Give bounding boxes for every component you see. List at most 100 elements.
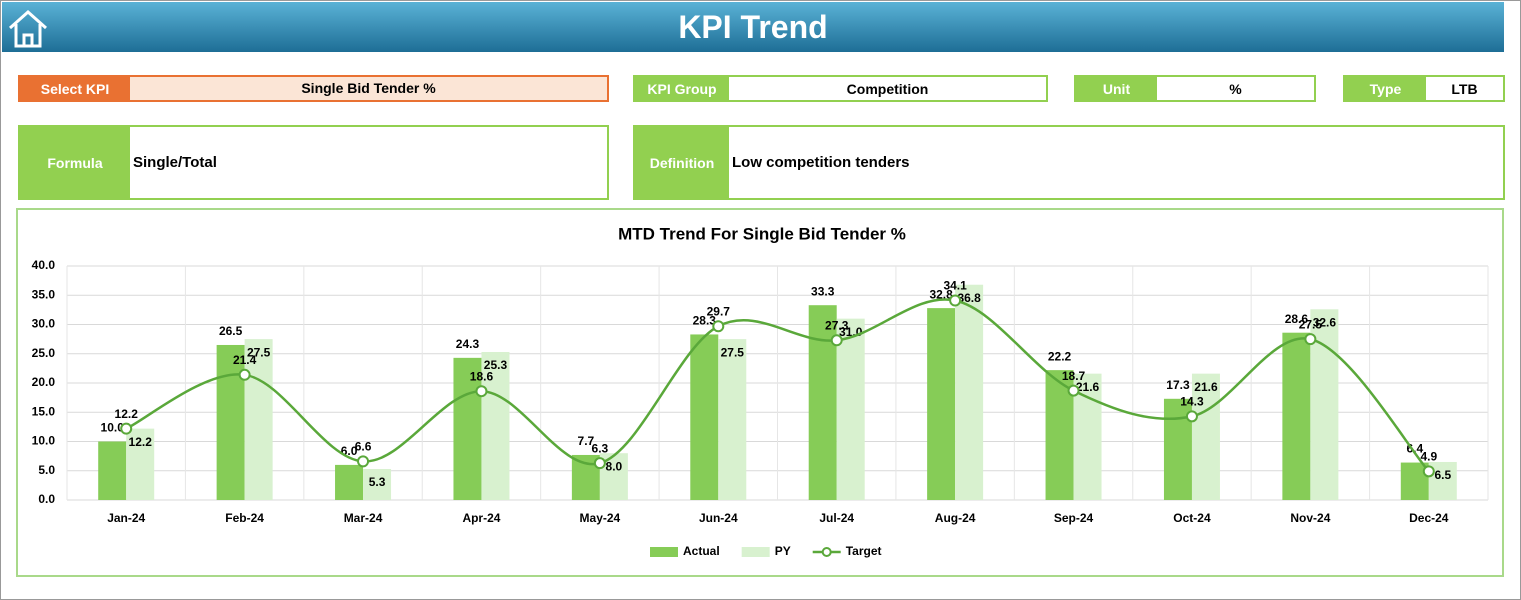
data-label: 24.3 (456, 337, 480, 351)
legend-label: Target (846, 544, 882, 558)
detail-box: Definition Low competition tenders (633, 125, 1505, 200)
x-tick-label: Nov-24 (1290, 511, 1330, 525)
x-tick-label: Jul-24 (819, 511, 854, 525)
data-label: 28.6 (1285, 312, 1309, 326)
y-tick-label: 5.0 (38, 463, 55, 477)
data-label: 21.6 (1076, 380, 1100, 394)
data-label: 32.8 (929, 287, 953, 301)
target-marker (238, 368, 251, 381)
field-box: Unit % (1074, 75, 1316, 102)
data-label: 18.7 (1062, 369, 1086, 383)
y-tick-label: 30.0 (32, 317, 56, 331)
bar (1073, 373, 1102, 500)
x-tick-label: Mar-24 (344, 511, 383, 525)
target-marker (949, 294, 962, 307)
detail-box: Formula Single/Total (18, 125, 609, 200)
y-tick-label: 15.0 (32, 404, 56, 418)
data-label: 14.3 (1180, 395, 1204, 409)
bar (453, 357, 482, 500)
y-tick-label: 25.0 (32, 346, 56, 360)
data-label: 6.5 (1434, 468, 1451, 482)
target-marker (1185, 410, 1198, 423)
data-label: 5.3 (369, 475, 386, 489)
target-marker (357, 455, 370, 468)
field-label: Type (1345, 77, 1426, 100)
legend-swatch (821, 547, 832, 557)
data-label: 21.6 (1194, 380, 1218, 394)
data-label: 8.0 (606, 459, 623, 473)
field-box: Select KPI Single Bid Tender % (18, 75, 609, 102)
legend-label: Actual (683, 544, 720, 558)
x-tick-label: Apr-24 (462, 511, 500, 525)
field-value: Competition (846, 80, 929, 97)
data-label: 12.2 (129, 435, 153, 449)
x-tick-label: Sep-24 (1054, 511, 1094, 525)
data-label: 36.8 (957, 291, 981, 305)
data-label: 22.2 (1048, 349, 1072, 363)
page-title: KPI Trend (678, 9, 828, 45)
target-marker (830, 334, 843, 347)
bar (718, 339, 747, 500)
bar (98, 441, 127, 500)
x-tick-label: May-24 (580, 511, 621, 525)
home-shape (9, 9, 47, 48)
data-label: 32.6 (1313, 315, 1337, 329)
target-marker (712, 320, 725, 333)
detail-label: Formula (20, 127, 130, 198)
legend-label: PY (775, 544, 791, 558)
data-label: 25.3 (484, 358, 508, 372)
target-marker (1067, 384, 1080, 397)
data-label: 17.3 (1166, 378, 1190, 392)
data-label: 26.5 (219, 324, 243, 338)
data-label: 10.0 (101, 421, 125, 435)
data-label: 12.2 (115, 407, 139, 421)
x-tick-label: Jan-24 (107, 511, 145, 525)
y-tick-label: 20.0 (32, 375, 56, 389)
bar (335, 464, 364, 500)
target-marker (475, 385, 488, 398)
chart-panel (16, 208, 1504, 577)
field-value: % (1229, 80, 1242, 97)
y-tick-label: 0.0 (38, 492, 55, 506)
data-label: 7.7 (578, 434, 595, 448)
field-value: LTB (1451, 80, 1478, 97)
target-marker (1304, 333, 1317, 346)
bar (836, 318, 865, 500)
x-tick-label: Dec-24 (1409, 511, 1449, 525)
bar (927, 308, 956, 500)
data-label: 28.3 (693, 314, 717, 328)
detail-value: Low competition tenders (732, 154, 910, 171)
bar (1282, 332, 1311, 500)
target-marker (593, 457, 606, 470)
field-box: KPI Group Competition (633, 75, 1048, 102)
field-label: Select KPI (20, 77, 130, 100)
data-label: 27.5 (721, 345, 745, 359)
x-tick-label: Oct-24 (1173, 511, 1211, 525)
x-tick-label: Aug-24 (935, 511, 976, 525)
bar (363, 468, 392, 500)
bar (244, 339, 273, 500)
chart-title: MTD Trend For Single Bid Tender % (618, 224, 906, 243)
y-tick-label: 40.0 (32, 258, 56, 272)
data-label: 21.4 (233, 353, 257, 367)
legend-swatch (650, 547, 678, 557)
target-marker (1422, 465, 1435, 478)
x-tick-label: Jun-24 (699, 511, 738, 525)
x-tick-label: Feb-24 (225, 511, 264, 525)
data-label: 27.3 (825, 318, 849, 332)
data-label: 6.6 (355, 440, 372, 454)
detail-label: Definition (635, 127, 729, 198)
data-label: 27.5 (247, 345, 271, 359)
data-label: 33.3 (811, 284, 835, 298)
legend-swatch (741, 547, 770, 557)
field-label: Unit (1076, 77, 1157, 100)
data-label: 27.5 (1299, 317, 1323, 331)
home-icon[interactable] (4, 4, 54, 52)
field-value[interactable]: Single Bid Tender % (130, 77, 607, 100)
y-tick-label: 10.0 (32, 434, 56, 448)
data-label: 4.9 (1420, 450, 1437, 464)
data-label: 29.7 (707, 304, 731, 318)
bar (126, 428, 155, 500)
